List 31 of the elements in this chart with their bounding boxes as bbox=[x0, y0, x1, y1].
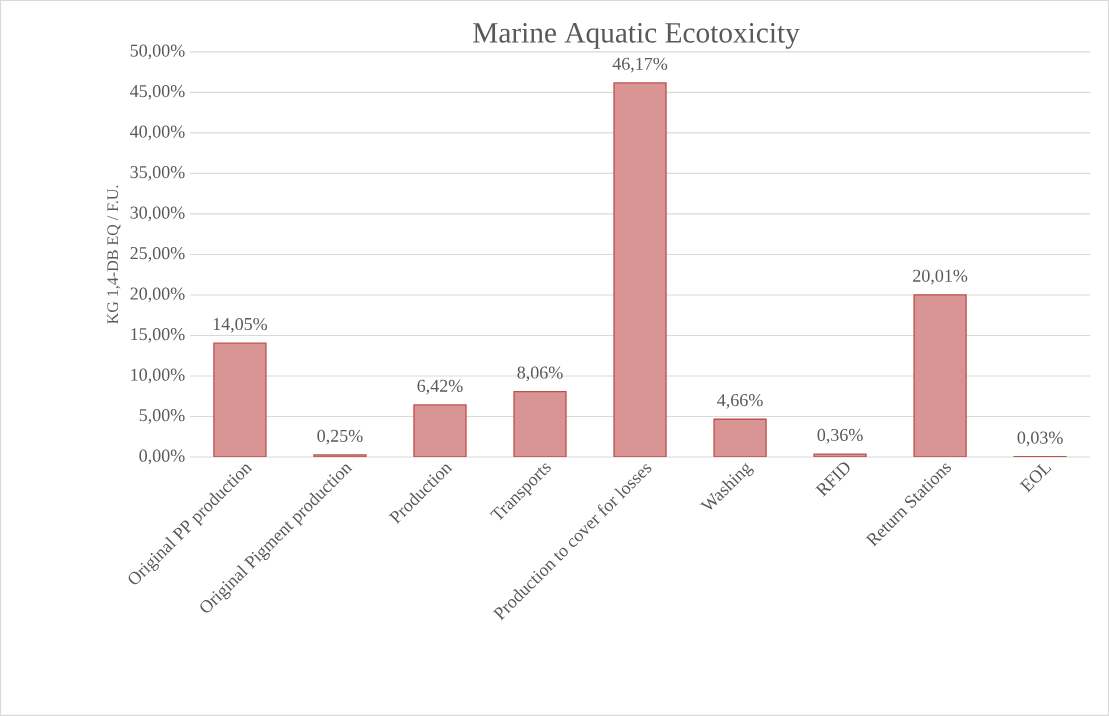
bar bbox=[713, 418, 767, 458]
data-label: 8,06% bbox=[517, 366, 563, 382]
bar bbox=[413, 404, 467, 458]
data-label: 0,03% bbox=[1017, 431, 1063, 447]
y-tick-label: 30,00% bbox=[130, 206, 185, 222]
y-tick-label: 15,00% bbox=[131, 328, 185, 343]
y-tick-label: 50,00% bbox=[130, 44, 185, 60]
y-tick-label: 10,00% bbox=[131, 368, 185, 384]
data-label: 14,05% bbox=[213, 317, 268, 333]
y-axis-title: KG 1,4-DB EQ / F.U. bbox=[107, 185, 121, 324]
data-label: 46,17% bbox=[612, 57, 668, 73]
y-tick-label: 35,00% bbox=[130, 166, 185, 181]
data-label: 20,01% bbox=[913, 269, 968, 285]
y-tick-label: 0,00% bbox=[139, 449, 185, 465]
bar bbox=[513, 391, 567, 458]
bar bbox=[613, 82, 667, 458]
bar bbox=[213, 342, 267, 458]
y-tick-label: 40,00% bbox=[130, 125, 185, 141]
y-tick-label: 25,00% bbox=[130, 247, 185, 262]
data-label: 6,42% bbox=[417, 379, 463, 395]
y-tick-label: 5,00% bbox=[139, 409, 185, 424]
bar bbox=[313, 454, 367, 458]
bar bbox=[813, 453, 867, 458]
bar bbox=[913, 294, 967, 458]
data-label: 0,25% bbox=[317, 429, 363, 445]
data-label: 4,66% bbox=[717, 394, 763, 409]
x-tick-label: EOL bbox=[1019, 463, 1052, 493]
data-label: 0,36% bbox=[817, 428, 863, 444]
y-tick-label: 45,00% bbox=[130, 85, 185, 100]
y-tick-label: 20,00% bbox=[130, 287, 185, 303]
chart-title: Marine Aquatic Ecotoxicity bbox=[473, 23, 800, 49]
